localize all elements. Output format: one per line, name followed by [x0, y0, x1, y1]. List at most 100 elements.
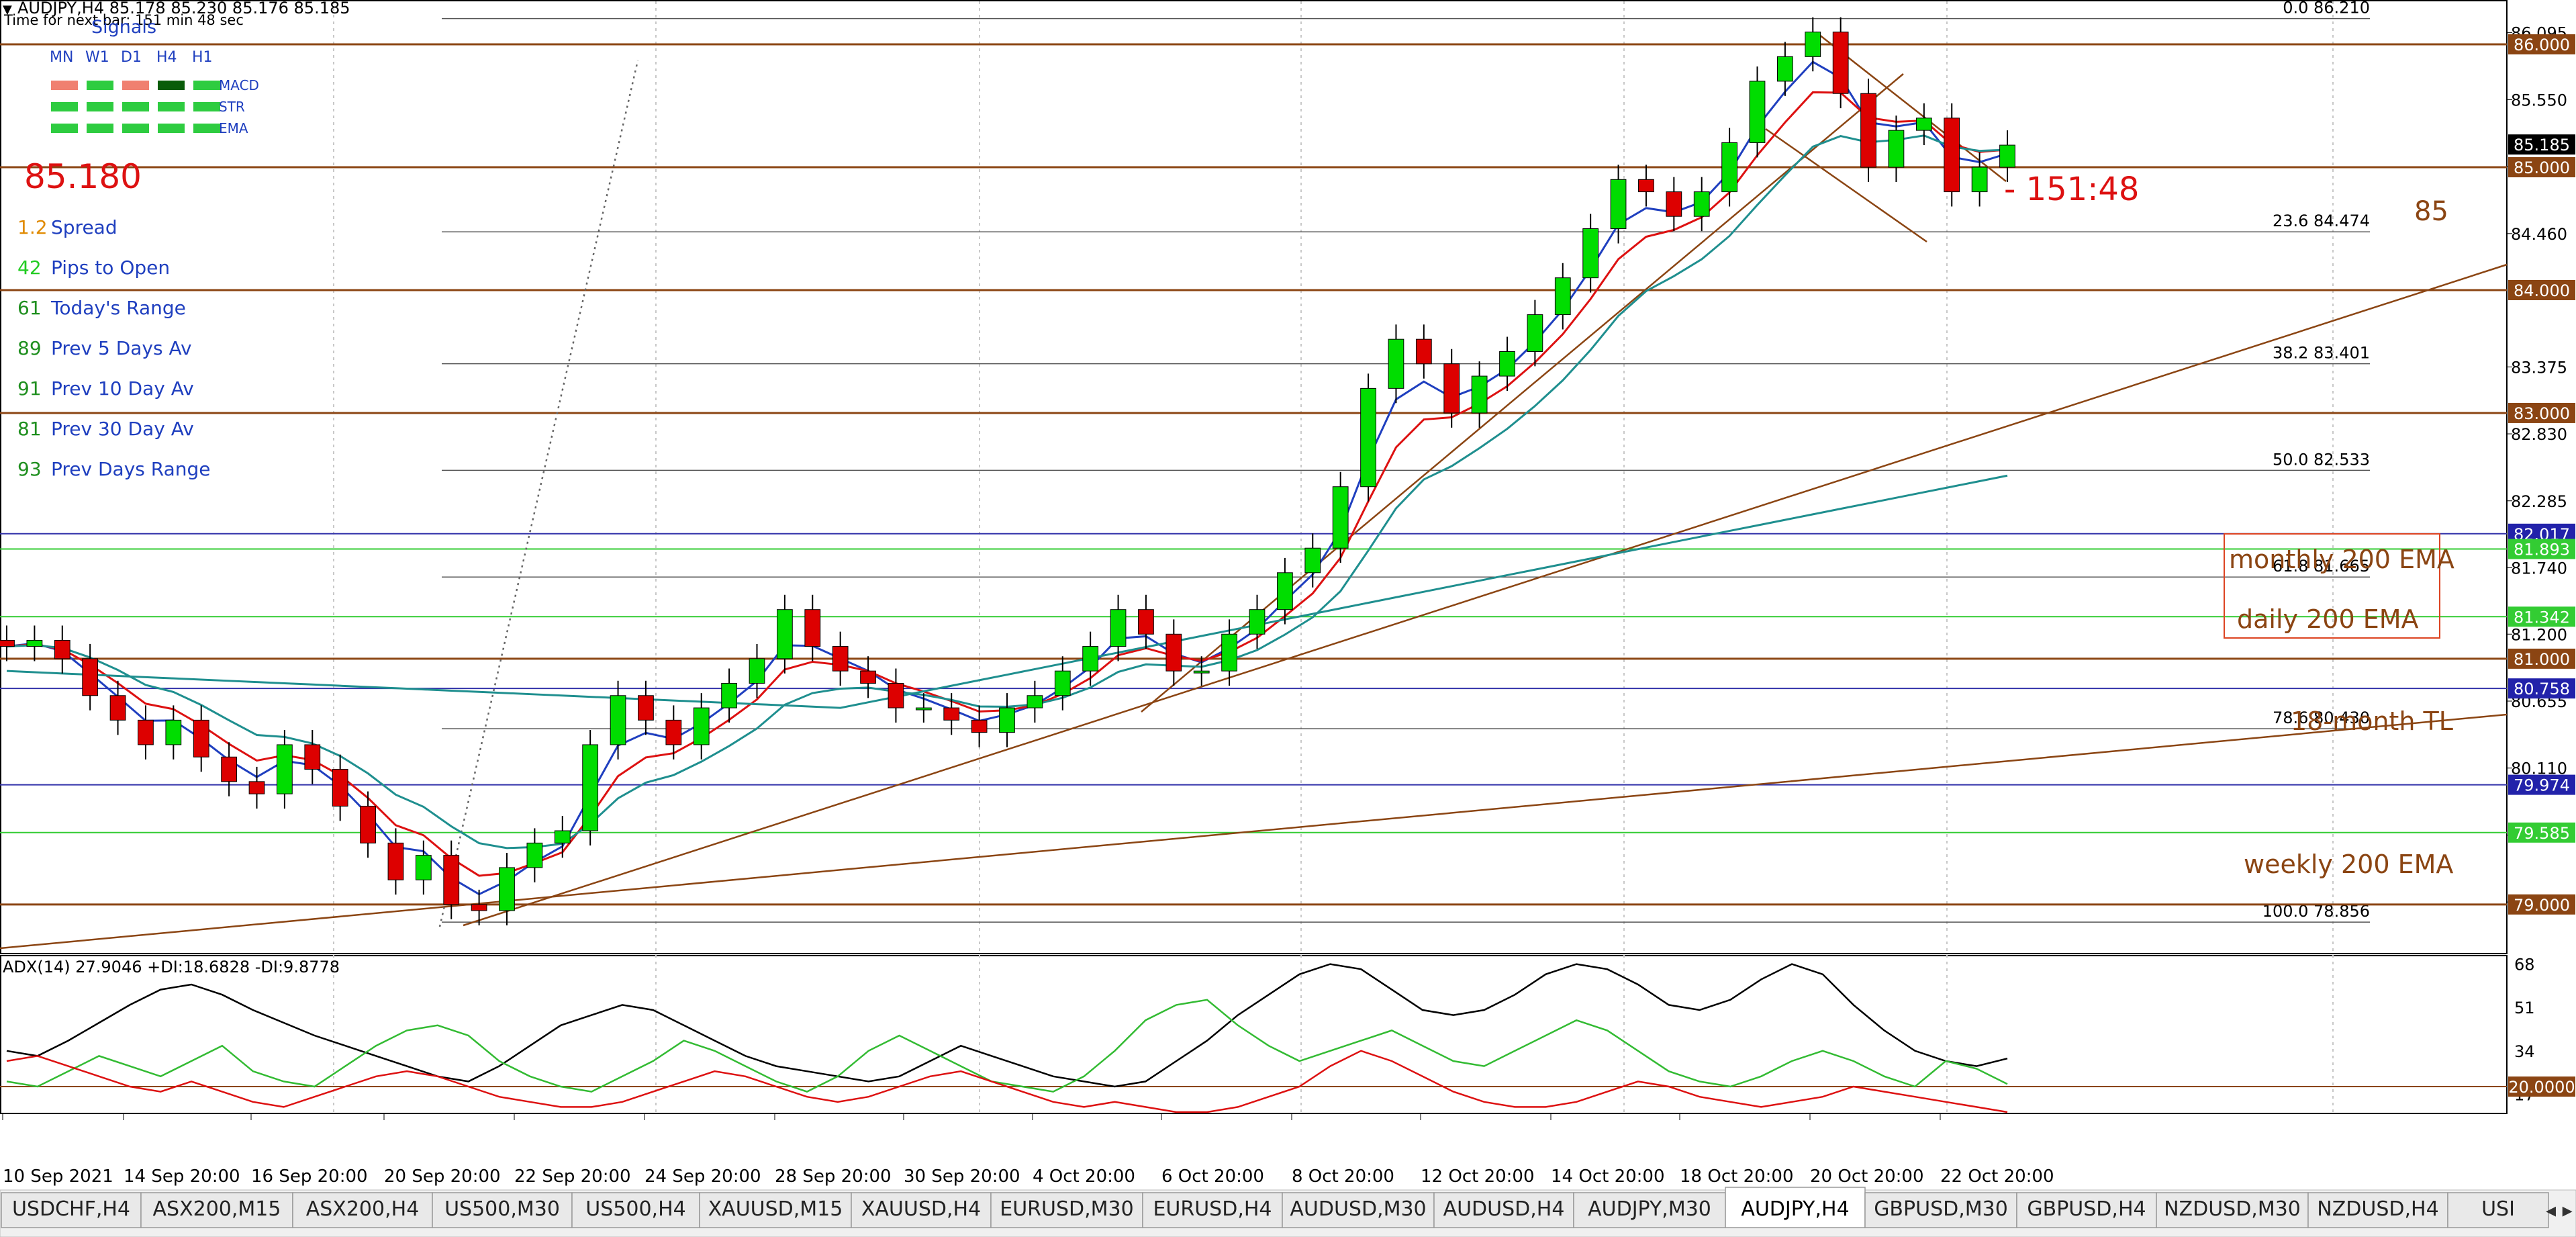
- candle-body: [777, 609, 793, 659]
- price-badge-label: 81.893: [2514, 540, 2570, 559]
- stat-value: 89: [17, 337, 42, 359]
- candle-body: [860, 670, 876, 684]
- candle-body: [1471, 375, 1488, 414]
- tab[interactable]: [432, 1192, 573, 1228]
- tab-label[interactable]: ASX200,M15: [153, 1197, 281, 1221]
- tab[interactable]: [1725, 1187, 1866, 1228]
- trendlines: [0, 32, 2508, 950]
- header-triangle-icon[interactable]: ▼: [3, 3, 12, 17]
- price-badge: [2508, 402, 2575, 423]
- tab-label[interactable]: USI: [2481, 1197, 2515, 1221]
- tab-label[interactable]: AUDJPY,H4: [1741, 1197, 1849, 1221]
- candle-body: [1944, 118, 1960, 193]
- candle-body: [943, 707, 960, 721]
- candle-body: [1749, 81, 1766, 143]
- fib-label: 38.2 83.401: [2273, 344, 2370, 363]
- adx-indicator: ADX(14) 27.9046 +DI:18.6828 -DI:9.8778 68…: [0, 956, 2575, 1113]
- signal-cell: [51, 102, 78, 111]
- candle-body: [1332, 486, 1349, 549]
- tab-label[interactable]: EURUSD,H4: [1153, 1197, 1272, 1221]
- candle-body: [1554, 277, 1571, 316]
- y-tick-label: 83.375: [2511, 358, 2567, 377]
- x-tick-label: 8 Oct 20:00: [1292, 1166, 1394, 1187]
- tab-label[interactable]: EURUSD,M30: [1000, 1197, 1133, 1221]
- adx-level-badge: [2508, 1076, 2575, 1097]
- stat-label: Prev Days Range: [51, 458, 211, 480]
- stat-label: Spread: [51, 216, 117, 238]
- price-badge-label: 83.000: [2514, 404, 2570, 423]
- signal-cell: [122, 102, 149, 111]
- support-resistance-lines: [0, 43, 2507, 906]
- tab[interactable]: [2016, 1192, 2157, 1228]
- candle-body: [554, 830, 571, 843]
- tab-label[interactable]: GBPUSD,M30: [1874, 1197, 2008, 1221]
- candle-body: [999, 707, 1015, 733]
- tab[interactable]: [1142, 1192, 1283, 1228]
- tab-label[interactable]: XAUUSD,M15: [708, 1197, 843, 1221]
- price-badge: [2508, 774, 2575, 795]
- candle-body: [1415, 338, 1432, 365]
- tab[interactable]: [140, 1192, 293, 1228]
- tab[interactable]: [1433, 1192, 1574, 1228]
- adx-panel-frame: [0, 955, 2508, 1114]
- candle-body: [360, 805, 376, 843]
- tab[interactable]: [1864, 1192, 2017, 1228]
- tab[interactable]: [851, 1192, 992, 1228]
- candle-body: [638, 695, 654, 721]
- price-badge-label: 86.000: [2514, 36, 2570, 54]
- tab-label[interactable]: ASX200,H4: [306, 1197, 420, 1221]
- signals-matrix: MN W1 D1 H4 H1 MACD STR EMA: [50, 49, 259, 136]
- x-tick-label: 10 Sep 2021: [3, 1166, 113, 1187]
- candle-body: [1277, 572, 1293, 610]
- tab-label[interactable]: AUDUSD,H4: [1443, 1197, 1565, 1221]
- tab-label[interactable]: USDCHF,H4: [12, 1197, 130, 1221]
- candle-body: [1999, 144, 2015, 168]
- tab[interactable]: [1, 1192, 142, 1228]
- tab[interactable]: [1282, 1192, 1435, 1228]
- tab[interactable]: [2447, 1192, 2549, 1228]
- tab[interactable]: [990, 1192, 1143, 1228]
- stat-value: 42: [17, 257, 42, 279]
- candle-body: [471, 904, 487, 911]
- ema-annotation-box: [2224, 533, 2440, 639]
- price-badge-label: 81.342: [2514, 608, 2570, 627]
- tab-label[interactable]: XAUUSD,H4: [861, 1197, 981, 1221]
- candle-body: [610, 695, 626, 745]
- monthly-ema-label: monthly 200 EMA: [2229, 545, 2454, 574]
- price-badge-label: 84.000: [2514, 281, 2570, 300]
- candles: [0, 17, 2015, 925]
- tab-label[interactable]: AUDUSD,M30: [1290, 1197, 1426, 1221]
- tab[interactable]: [2307, 1192, 2448, 1228]
- signal-cell: [158, 81, 185, 90]
- price-badge-label: 79.585: [2514, 824, 2570, 843]
- x-tick-label: 24 Sep 20:00: [645, 1166, 761, 1187]
- signal-timeframe-label: H1: [192, 49, 213, 66]
- symbol-tab-bar[interactable]: USDCHF,H4 ASX200,M15 ASX200,H4 US500,M30 US5…: [0, 1187, 2576, 1237]
- tab-label[interactable]: US500,M30: [444, 1197, 560, 1221]
- candle-body: [1443, 363, 1460, 414]
- fib-label: 23.6 84.474: [2273, 212, 2370, 230]
- y-tick-label: 82.830: [2511, 425, 2567, 444]
- tab-scroll-arrows-icon[interactable]: ◂ ▸: [2546, 1199, 2573, 1222]
- tab-label[interactable]: NZDUSD,H4: [2317, 1197, 2438, 1221]
- signal-cell: [87, 102, 113, 111]
- tab[interactable]: [571, 1192, 700, 1228]
- tab[interactable]: [2156, 1192, 2309, 1228]
- signal-cell: [193, 102, 220, 111]
- candle-body: [721, 682, 737, 708]
- tab-label[interactable]: US500,H4: [585, 1197, 685, 1221]
- candle-body: [1610, 179, 1627, 229]
- current-price-readout: 85.180: [24, 157, 142, 196]
- tab-label[interactable]: GBPUSD,H4: [2027, 1197, 2146, 1221]
- signal-timeframe-label: H4: [156, 49, 177, 66]
- tab-label[interactable]: NZDUSD,M30: [2164, 1197, 2301, 1221]
- stat-value: 91: [17, 377, 42, 400]
- signal-cell: [122, 81, 149, 90]
- adx-level-badge-label: 20.0000: [2508, 1078, 2575, 1097]
- candle-body: [1915, 118, 1932, 131]
- x-tick-label: 18 Oct 20:00: [1680, 1166, 1794, 1187]
- price-panel-frame: [0, 0, 2508, 954]
- signal-cell: [158, 124, 185, 133]
- tab-label[interactable]: AUDJPY,M30: [1588, 1197, 1711, 1221]
